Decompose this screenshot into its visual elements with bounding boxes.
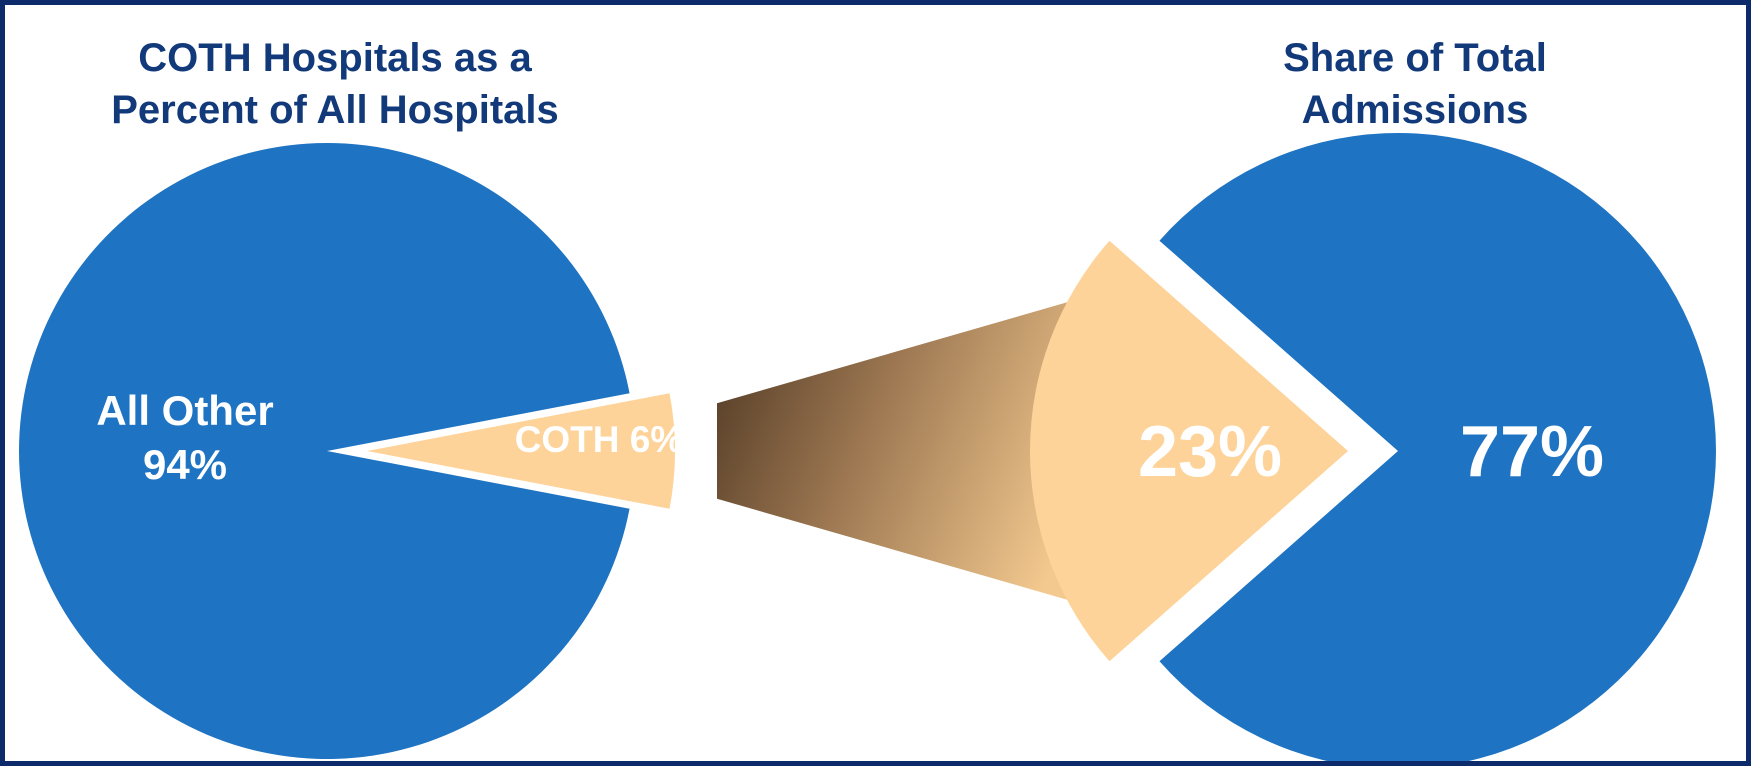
right-title-line-1: Share of Total [1283,36,1547,80]
pie-slice-all-other [18,142,630,759]
left-title-line-1: COTH Hospitals as a [138,36,532,80]
label-all-other: All Other [96,387,273,434]
right-title-line-2: Admissions [1301,88,1529,132]
left-title-line-2: Percent of All Hospitals [111,88,559,132]
pie-slice-77 [1159,133,1716,761]
label-77-percent: 77% [1460,412,1604,492]
label-23-percent: 23% [1138,412,1282,492]
connector-funnel [717,285,1125,617]
label-all-other-value: 94% [143,441,227,488]
pie-slice-23 [1029,240,1348,662]
label-coth: COTH 6% [515,419,684,460]
pie-slice-coth [367,393,676,509]
right-chart-title: Share of Total Admissions [1115,32,1715,136]
pie-charts-svg: All Other 94% COTH 6% 23% 77% [18,133,1716,761]
left-chart-title: COTH Hospitals as a Percent of All Hospi… [35,32,635,136]
